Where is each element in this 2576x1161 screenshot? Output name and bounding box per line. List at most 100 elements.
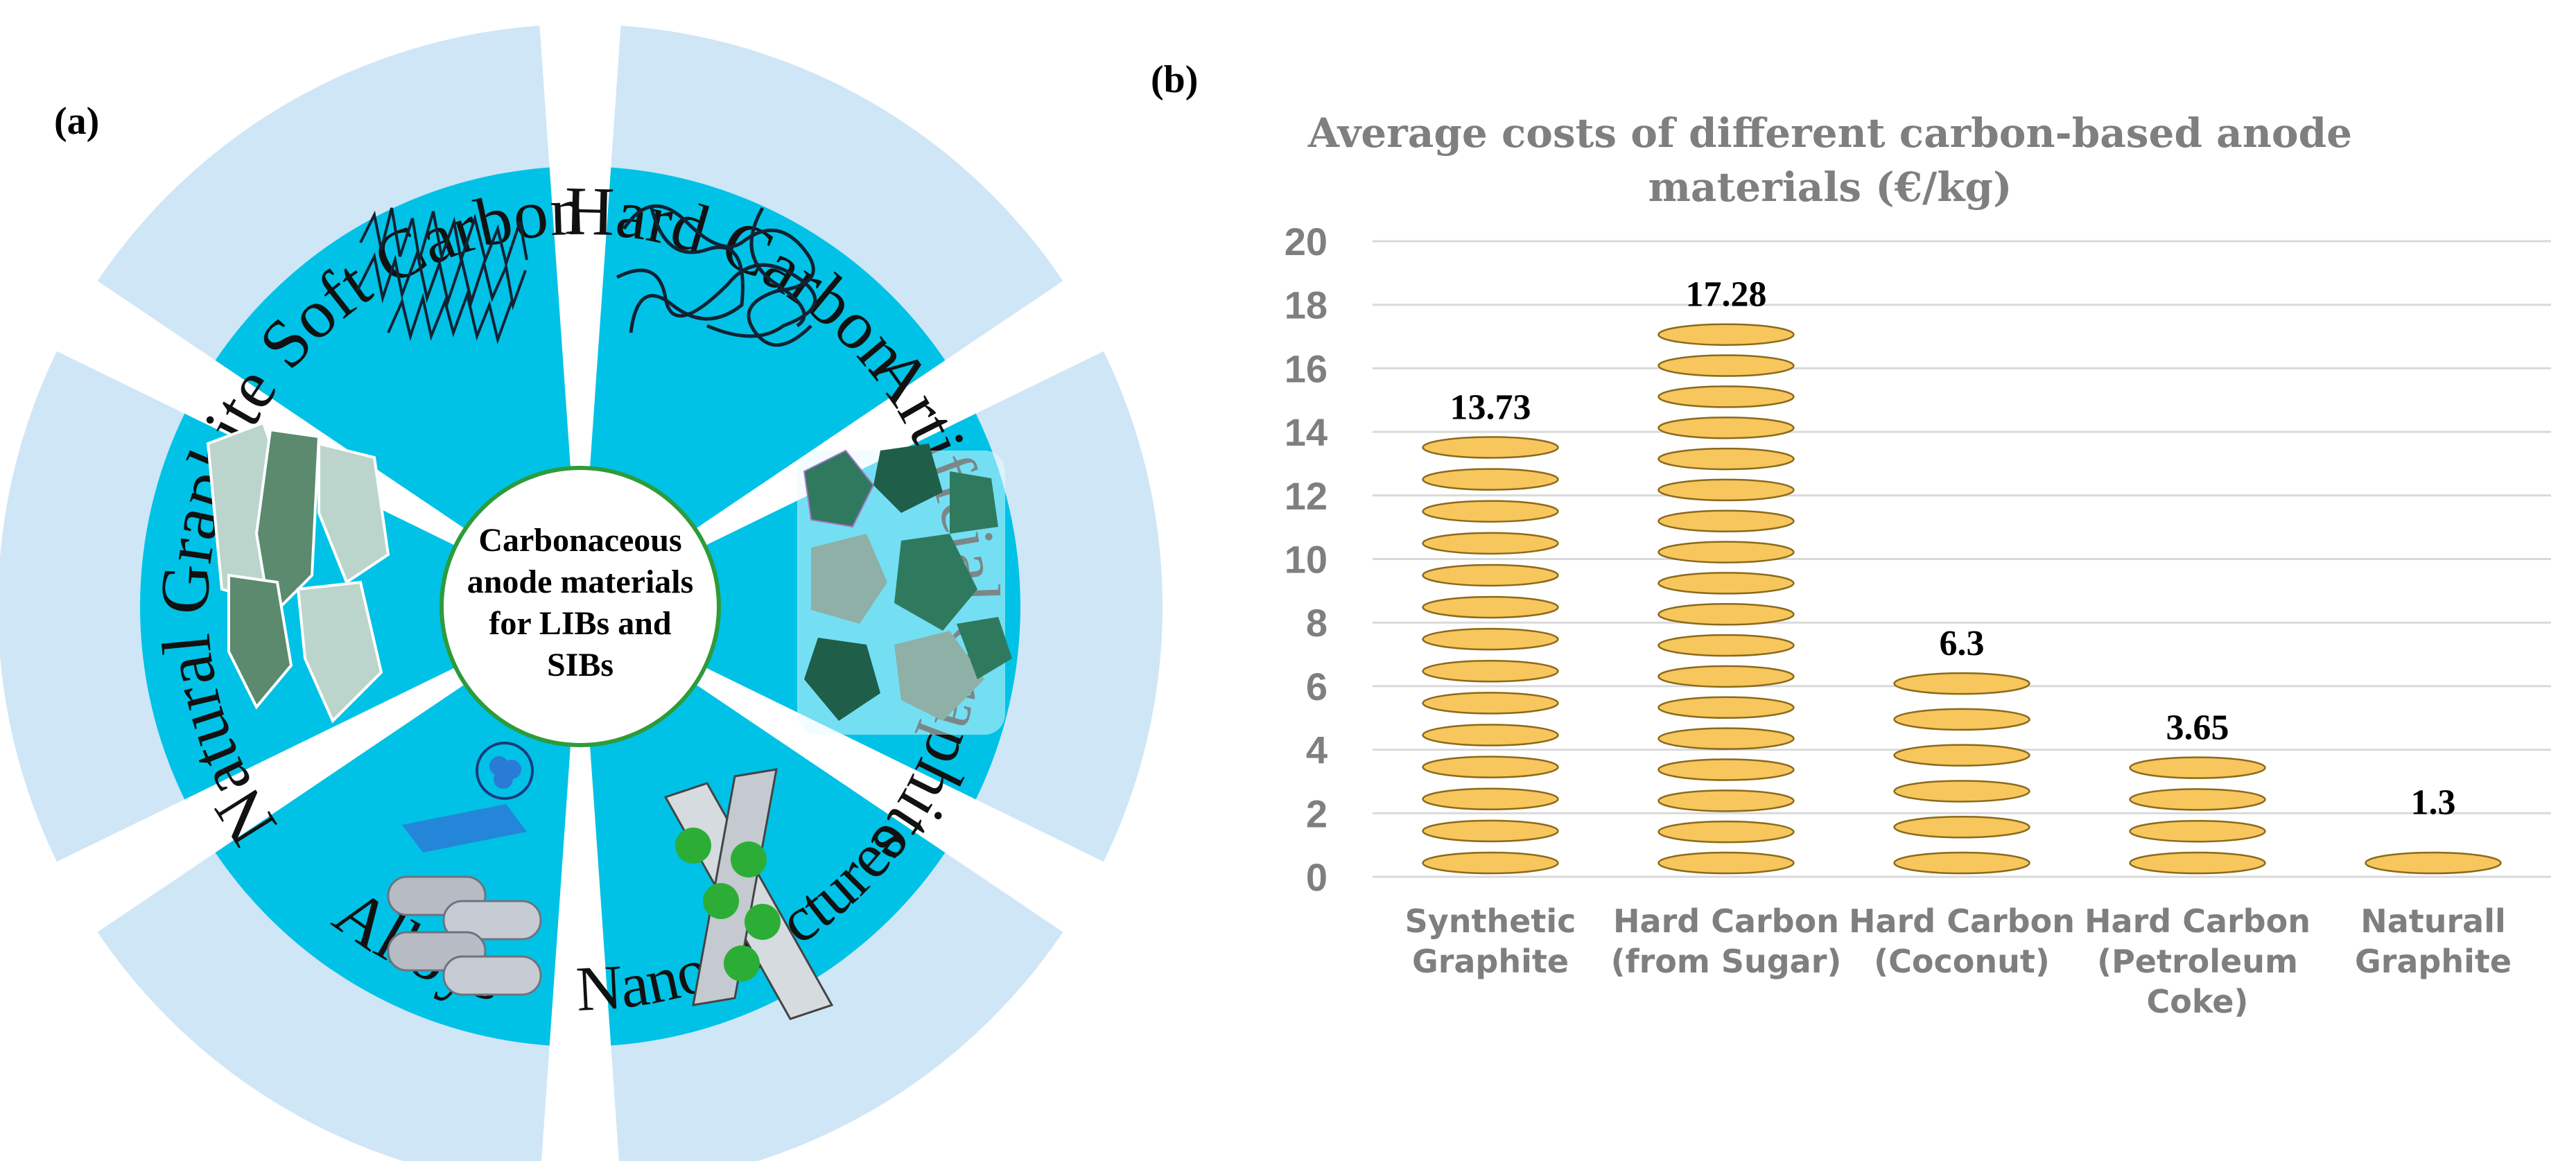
data-labels: 13.73 17.28 6.3 3.65 1.3 [1450, 275, 2456, 823]
category-label: (Coconut) [1874, 943, 2050, 980]
coin-stack-item [1657, 789, 1795, 812]
category-label: Graphite [1412, 943, 1569, 980]
y-tick-label: 0 [1306, 855, 1328, 899]
coin-stack-item [1893, 672, 2030, 695]
coin-stack-item [1422, 627, 1559, 651]
coin-stack-item [1422, 692, 1559, 715]
coin-stack-item [1422, 564, 1559, 587]
data-label: 1.3 [2411, 783, 2456, 822]
category-label: Hard Carbon [1613, 902, 1839, 940]
y-tick-label: 2 [1306, 792, 1328, 835]
y-tick-label: 4 [1306, 728, 1328, 772]
coin-stack-item [1657, 478, 1795, 502]
coin-stack-item [2129, 788, 2266, 811]
category-label: Naturall [2360, 902, 2506, 940]
y-axis-ticks: 0 2 4 6 8 10 12 14 16 18 20 [1285, 220, 1328, 899]
category-label: Synthetic [1405, 902, 1576, 940]
coin-stack-item [1422, 851, 1559, 875]
y-tick-label: 16 [1285, 347, 1328, 390]
coin-stack-item [2129, 851, 2266, 875]
data-label: 3.65 [2166, 708, 2229, 748]
coin-stack-item [1422, 660, 1559, 683]
y-tick-label: 10 [1285, 538, 1328, 582]
category-label: Graphite [2355, 943, 2512, 980]
panel-a-label: (a) [54, 100, 99, 143]
outer-ring-hard-carbon [611, 26, 1063, 360]
sector-hard-carbon [580, 167, 946, 607]
bar [2365, 851, 2502, 875]
y-tick-label: 14 [1285, 410, 1328, 454]
nanostructures-illustration [663, 768, 834, 1020]
coin-stack-item [1657, 758, 1795, 781]
y-tick-label: 12 [1285, 474, 1328, 518]
coin-stack-item [1657, 820, 1795, 844]
coin-stack-item [1422, 819, 1559, 843]
coin-stack-item [1893, 851, 2030, 875]
y-tick-label: 6 [1306, 665, 1328, 708]
center-text-line-4: SIBs [547, 647, 613, 683]
coin-stack-item [1657, 416, 1795, 439]
data-label: 13.73 [1450, 387, 1531, 427]
panel-b-label: (b) [1151, 58, 1198, 101]
outer-ring-artificial-graphite [975, 351, 1163, 862]
coin-stack-item [1657, 603, 1795, 626]
coin-stack-item [2129, 756, 2266, 779]
hard-carbon-illustration [616, 204, 817, 347]
outer-ring-natural-graphite [0, 351, 185, 862]
coin-stack-item [1657, 851, 1795, 875]
outer-ring-alloys [97, 853, 550, 1161]
y-tick-label: 20 [1285, 220, 1328, 263]
category-label: Hard Carbon [2085, 902, 2310, 940]
coin-stack-item [1657, 447, 1795, 471]
coin-stack-item [1657, 323, 1795, 346]
coin-stack-item [1893, 780, 2030, 803]
chart-title-line-1: Average costs of different carbon-based … [1307, 110, 2352, 157]
coin-stack-item [1422, 756, 1559, 778]
bar [1893, 672, 2030, 875]
coin-stack-item [1422, 724, 1559, 747]
bar [2129, 756, 2266, 875]
coin-stack-item [1657, 665, 1795, 688]
outer-ring-nanostructures [611, 853, 1063, 1161]
category-label: (Petroleum [2097, 943, 2298, 980]
coin-stack-item [1893, 708, 2030, 731]
y-tick-label: 8 [1306, 601, 1328, 645]
coin-stack-item [1657, 696, 1795, 719]
bar-series [1422, 323, 2502, 875]
coin-stack-item [1422, 595, 1559, 619]
y-tick-label: 18 [1285, 283, 1328, 327]
coin-stack-item [1657, 572, 1795, 595]
coin-stack-item [1422, 468, 1559, 491]
sector-soft-carbon [215, 167, 580, 607]
data-label: 17.28 [1686, 275, 1767, 315]
center-text-line-1: Carbonaceous [478, 522, 681, 559]
coin-stack-item [1422, 500, 1559, 523]
outer-ring-soft-carbon [97, 26, 550, 360]
category-label: (from Sugar) [1611, 943, 1842, 980]
coin-stack-item [1657, 634, 1795, 657]
center-text-line-3: for LIBs and [489, 605, 672, 642]
artificial-graphite-illustration [797, 444, 1012, 735]
coin-stack-item [2365, 851, 2502, 875]
coin-stack-item [1893, 744, 2030, 767]
coin-stack-item [1657, 541, 1795, 564]
bar [1422, 436, 1559, 875]
coin-stack-item [2129, 819, 2266, 843]
coin-stack-item [1422, 532, 1559, 555]
center-circle [440, 466, 721, 747]
coin-stack-item [1657, 354, 1795, 377]
bar [1657, 323, 1795, 875]
natural-graphite-illustration [206, 421, 390, 724]
category-label: Coke) [2147, 983, 2249, 1020]
coin-stack-item [1657, 385, 1795, 408]
category-label: Hard Carbon [1849, 902, 2075, 940]
center-text-line-2: anode materials [467, 564, 694, 600]
coin-stack-item [1422, 436, 1559, 459]
data-label: 6.3 [1940, 624, 1985, 663]
coin-stack-item [1422, 787, 1559, 811]
alloys-illustration [387, 742, 542, 996]
chart-title-line-2: materials (€/kg) [1648, 164, 2012, 211]
soft-carbon-illustration [356, 207, 528, 344]
